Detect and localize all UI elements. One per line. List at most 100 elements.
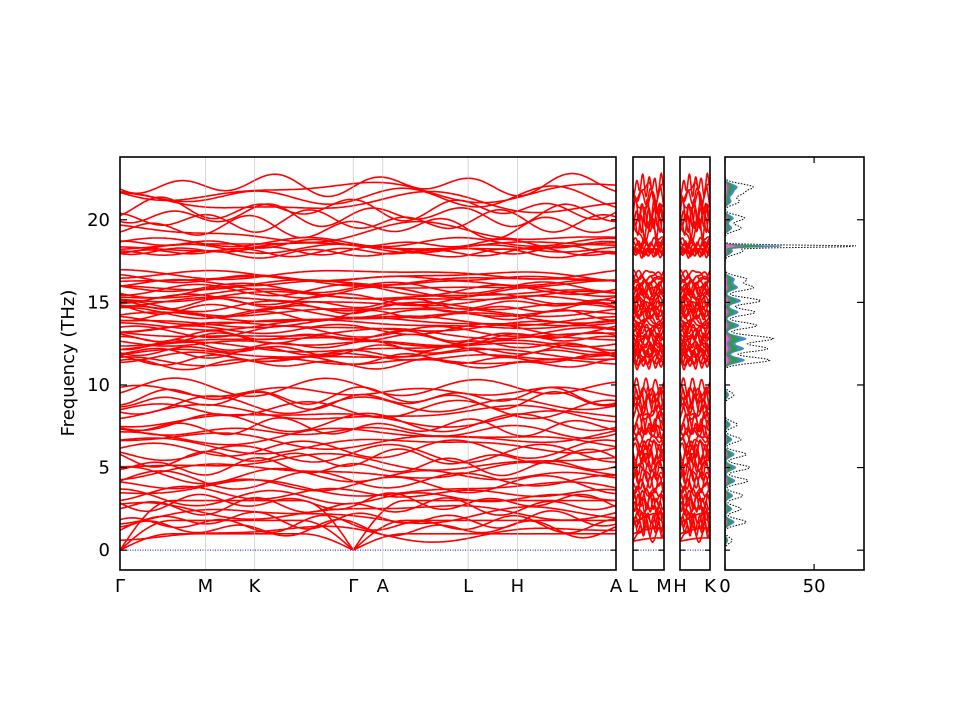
y-tick-label: 10 bbox=[87, 375, 110, 396]
phonon-band-line bbox=[680, 377, 710, 398]
dos-x-tick-label: 0 bbox=[719, 576, 730, 597]
phonon-band-line bbox=[120, 510, 616, 530]
phonon-band-line bbox=[680, 319, 710, 331]
phonon-band-line bbox=[633, 416, 664, 437]
phonon-band-line bbox=[120, 306, 616, 320]
phonon-band-line bbox=[120, 470, 616, 490]
phonon-band-line bbox=[120, 190, 616, 214]
phonon-band-line bbox=[633, 306, 664, 320]
x-tick-label: L bbox=[628, 576, 638, 597]
phonon-band-line bbox=[120, 172, 616, 198]
phonon-band-line bbox=[120, 391, 616, 411]
axis-ticks bbox=[120, 157, 864, 570]
phonon-band-line bbox=[120, 488, 616, 507]
panel-frame bbox=[119, 156, 617, 571]
acoustic-band-line bbox=[120, 499, 616, 551]
phonon-band-line bbox=[633, 399, 664, 420]
acoustic-band-line bbox=[120, 519, 616, 551]
phonon-band-line bbox=[120, 456, 616, 477]
band-structure-H-K-panel bbox=[680, 172, 710, 551]
x-tick-label: A bbox=[610, 576, 623, 597]
phonon-band-line bbox=[120, 496, 616, 516]
phonon-band-line bbox=[633, 268, 664, 281]
phonon-band-line bbox=[680, 465, 710, 485]
band-structure-main-panel bbox=[120, 157, 616, 570]
phonon-band-line bbox=[120, 181, 616, 204]
phonon-band-line bbox=[680, 470, 710, 490]
phonon-band-line bbox=[120, 412, 616, 433]
phonon-band-line bbox=[680, 456, 710, 477]
phonon-band-line bbox=[680, 436, 710, 455]
dos-panel-frame bbox=[724, 156, 865, 571]
x-tick-label: L bbox=[463, 576, 473, 597]
phonon-band-line bbox=[633, 439, 664, 459]
phonon-band-line bbox=[680, 325, 710, 339]
phonon-band-line bbox=[120, 448, 616, 468]
total-dos-line bbox=[725, 157, 856, 570]
phonon-band-line bbox=[120, 208, 616, 234]
phonon-band-line bbox=[680, 269, 710, 282]
phonon-band-line bbox=[680, 432, 710, 450]
phonon-band-line bbox=[120, 416, 616, 437]
y-axis-label: Frequency (THz) bbox=[58, 290, 79, 437]
acoustic-band-line bbox=[680, 512, 710, 524]
band-structure-L-M-panel bbox=[633, 172, 664, 551]
phonon-band-line bbox=[120, 427, 616, 446]
phonon-band-line bbox=[120, 214, 616, 240]
x-tick-label: K bbox=[249, 576, 262, 597]
phonon-band-line bbox=[633, 432, 664, 450]
x-tick-label: Γ bbox=[115, 576, 125, 597]
phonon-band-line bbox=[680, 268, 710, 281]
x-tick-label: M bbox=[656, 576, 672, 597]
phonon-band-line bbox=[633, 427, 664, 446]
phonon-band-line bbox=[633, 269, 664, 282]
x-tick-label: A bbox=[377, 576, 390, 597]
phonon-band-line bbox=[633, 172, 664, 198]
x-tick-label: H bbox=[673, 576, 687, 597]
projected-dos-fill bbox=[725, 157, 784, 570]
phonon-band-line bbox=[120, 466, 616, 485]
phonon-band-line bbox=[680, 287, 710, 300]
phonon-band-line bbox=[680, 297, 710, 310]
phonon-band-line bbox=[633, 325, 664, 339]
acoustic-band-line bbox=[680, 537, 710, 542]
y-tick-label: 0 bbox=[99, 540, 110, 561]
phonon-band-line bbox=[120, 424, 616, 440]
phonon-band-line bbox=[680, 236, 710, 248]
phonon-band-line bbox=[633, 456, 664, 477]
phonon-band-line bbox=[680, 427, 710, 446]
phonon-band-line bbox=[120, 351, 616, 364]
acoustic-band-line bbox=[633, 527, 664, 535]
phonon-band-line bbox=[633, 465, 664, 485]
phonon-band-line bbox=[120, 432, 616, 450]
dos-x-tick-label: 50 bbox=[803, 576, 826, 597]
phonon-band-line bbox=[120, 236, 616, 248]
x-tick-label: K bbox=[704, 576, 717, 597]
axes-frames bbox=[119, 156, 865, 571]
phonon-band-line bbox=[120, 288, 616, 300]
phonon-band-line bbox=[680, 246, 710, 258]
phonon-band-line bbox=[120, 377, 616, 398]
dos-panel bbox=[725, 157, 856, 570]
phonon-band-line bbox=[633, 351, 664, 364]
y-tick-label: 20 bbox=[87, 210, 110, 231]
phonon-band-line bbox=[120, 352, 616, 366]
phonon-band-line bbox=[633, 297, 664, 310]
acoustic-band-line bbox=[120, 533, 616, 551]
phonon-band-line bbox=[633, 287, 664, 300]
phonon-band-line bbox=[680, 172, 710, 198]
phonon-band-line bbox=[120, 315, 616, 327]
phonon-band-line bbox=[120, 185, 616, 208]
phonon-band-line bbox=[633, 319, 664, 331]
x-tick-label: M bbox=[198, 576, 214, 597]
panel-frame bbox=[632, 156, 665, 571]
phonon-band-line bbox=[633, 470, 664, 490]
phonon-band-line bbox=[120, 343, 616, 357]
phonon-band-line bbox=[680, 306, 710, 320]
phonon-band-line bbox=[680, 190, 710, 214]
phonon-band-line bbox=[120, 302, 616, 315]
phonon-band-line bbox=[120, 341, 616, 355]
phonon-band-line bbox=[120, 439, 616, 459]
